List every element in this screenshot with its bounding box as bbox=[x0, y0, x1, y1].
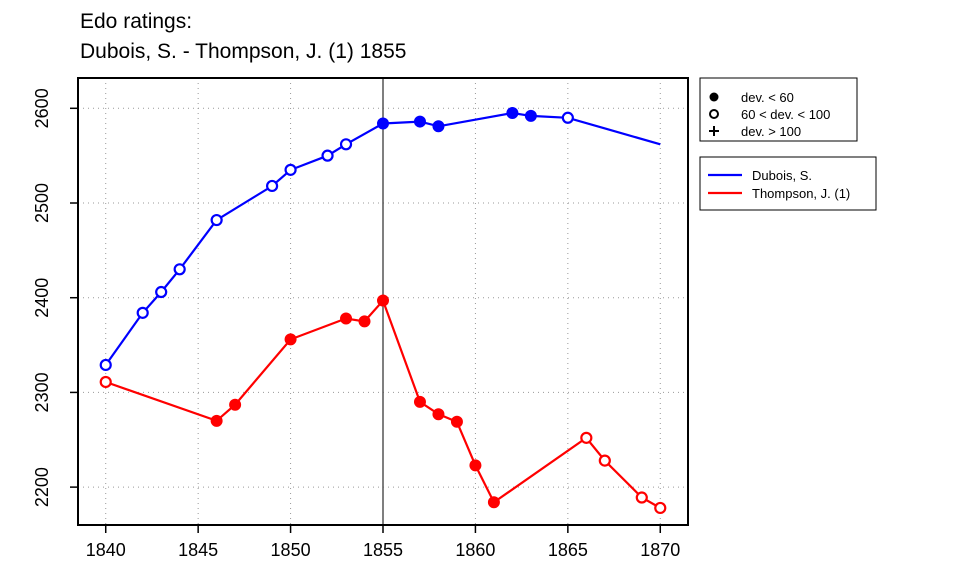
data-point-open bbox=[99, 358, 112, 372]
data-point-filled bbox=[524, 109, 537, 122]
marker-legend-label-2: dev. > 100 bbox=[741, 124, 801, 139]
x-axis: 1840 1845 1850 1855 1860 1865 1870 bbox=[86, 525, 680, 560]
x-tick-label-1870: 1870 bbox=[640, 540, 680, 560]
data-point-open bbox=[284, 163, 297, 176]
y-tick-label-2300: 2300 bbox=[32, 372, 52, 412]
chart-title-line-2: Dubois, S. - Thompson, J. (1) 1855 bbox=[80, 40, 407, 63]
data-point-open bbox=[265, 179, 279, 193]
data-point-open bbox=[339, 138, 353, 151]
data-point-filled bbox=[284, 333, 297, 346]
y-tick-label-2600: 2600 bbox=[32, 88, 52, 128]
data-point-open bbox=[561, 111, 574, 124]
data-point-filled bbox=[432, 408, 445, 421]
data-point-filled bbox=[506, 107, 519, 120]
data-point-filled bbox=[377, 117, 389, 130]
data-point-filled bbox=[413, 395, 426, 408]
data-point-filled bbox=[229, 398, 242, 411]
data-point-open bbox=[99, 375, 112, 389]
data-point-filled bbox=[450, 415, 463, 428]
series-legend: Dubois, S. Thompson, J. (1) bbox=[699, 156, 877, 211]
series-legend-label-1: Thompson, J. (1) bbox=[752, 186, 850, 201]
x-tick-label-1860: 1860 bbox=[455, 540, 495, 560]
data-point-open bbox=[580, 431, 593, 444]
data-point-open bbox=[654, 501, 667, 515]
chart-title-line-1: Edo ratings: bbox=[80, 10, 193, 33]
y-tick-label-2200: 2200 bbox=[32, 467, 52, 507]
data-point-open bbox=[321, 149, 334, 162]
x-tick-label-1840: 1840 bbox=[86, 540, 126, 560]
x-tick-label-1850: 1850 bbox=[271, 540, 311, 560]
series-legend-box bbox=[699, 156, 877, 211]
data-point-open bbox=[635, 491, 648, 504]
marker-legend: dev. < 60 60 < dev. < 100 dev. > 100 bbox=[699, 77, 858, 142]
data-point-open bbox=[136, 306, 149, 319]
data-point-filled bbox=[432, 120, 445, 133]
data-point-filled bbox=[377, 294, 389, 307]
x-tick-label-1865: 1865 bbox=[548, 540, 588, 560]
data-point-filled bbox=[340, 312, 353, 325]
data-point-filled bbox=[469, 459, 482, 472]
y-tick-label-2400: 2400 bbox=[32, 278, 52, 318]
data-point-filled bbox=[413, 115, 426, 128]
data-point-filled bbox=[358, 315, 371, 328]
series-line-0 bbox=[104, 111, 661, 366]
filled-circle-icon bbox=[709, 92, 719, 102]
data-point-filled bbox=[210, 414, 223, 427]
plus-icon bbox=[709, 126, 719, 136]
x-tick-label-1845: 1845 bbox=[178, 540, 218, 560]
marker-legend-box bbox=[699, 77, 858, 142]
y-axis: 2200 2300 2400 2500 2600 bbox=[32, 88, 78, 507]
marker-legend-label-0: dev. < 60 bbox=[741, 90, 794, 105]
open-circle-icon bbox=[709, 109, 719, 119]
series-markers bbox=[99, 107, 667, 515]
data-point-open bbox=[155, 285, 168, 299]
marker-legend-label-1: 60 < dev. < 100 bbox=[741, 107, 830, 122]
y-tick-label-2500: 2500 bbox=[32, 183, 52, 223]
series-lines bbox=[104, 111, 661, 509]
data-point-filled bbox=[487, 496, 500, 509]
x-tick-label-1855: 1855 bbox=[363, 540, 403, 560]
data-point-open bbox=[598, 454, 611, 467]
data-point-open bbox=[173, 263, 186, 276]
data-point-open bbox=[210, 213, 223, 227]
series-line-1 bbox=[105, 298, 661, 509]
series-legend-label-0: Dubois, S. bbox=[752, 168, 812, 183]
